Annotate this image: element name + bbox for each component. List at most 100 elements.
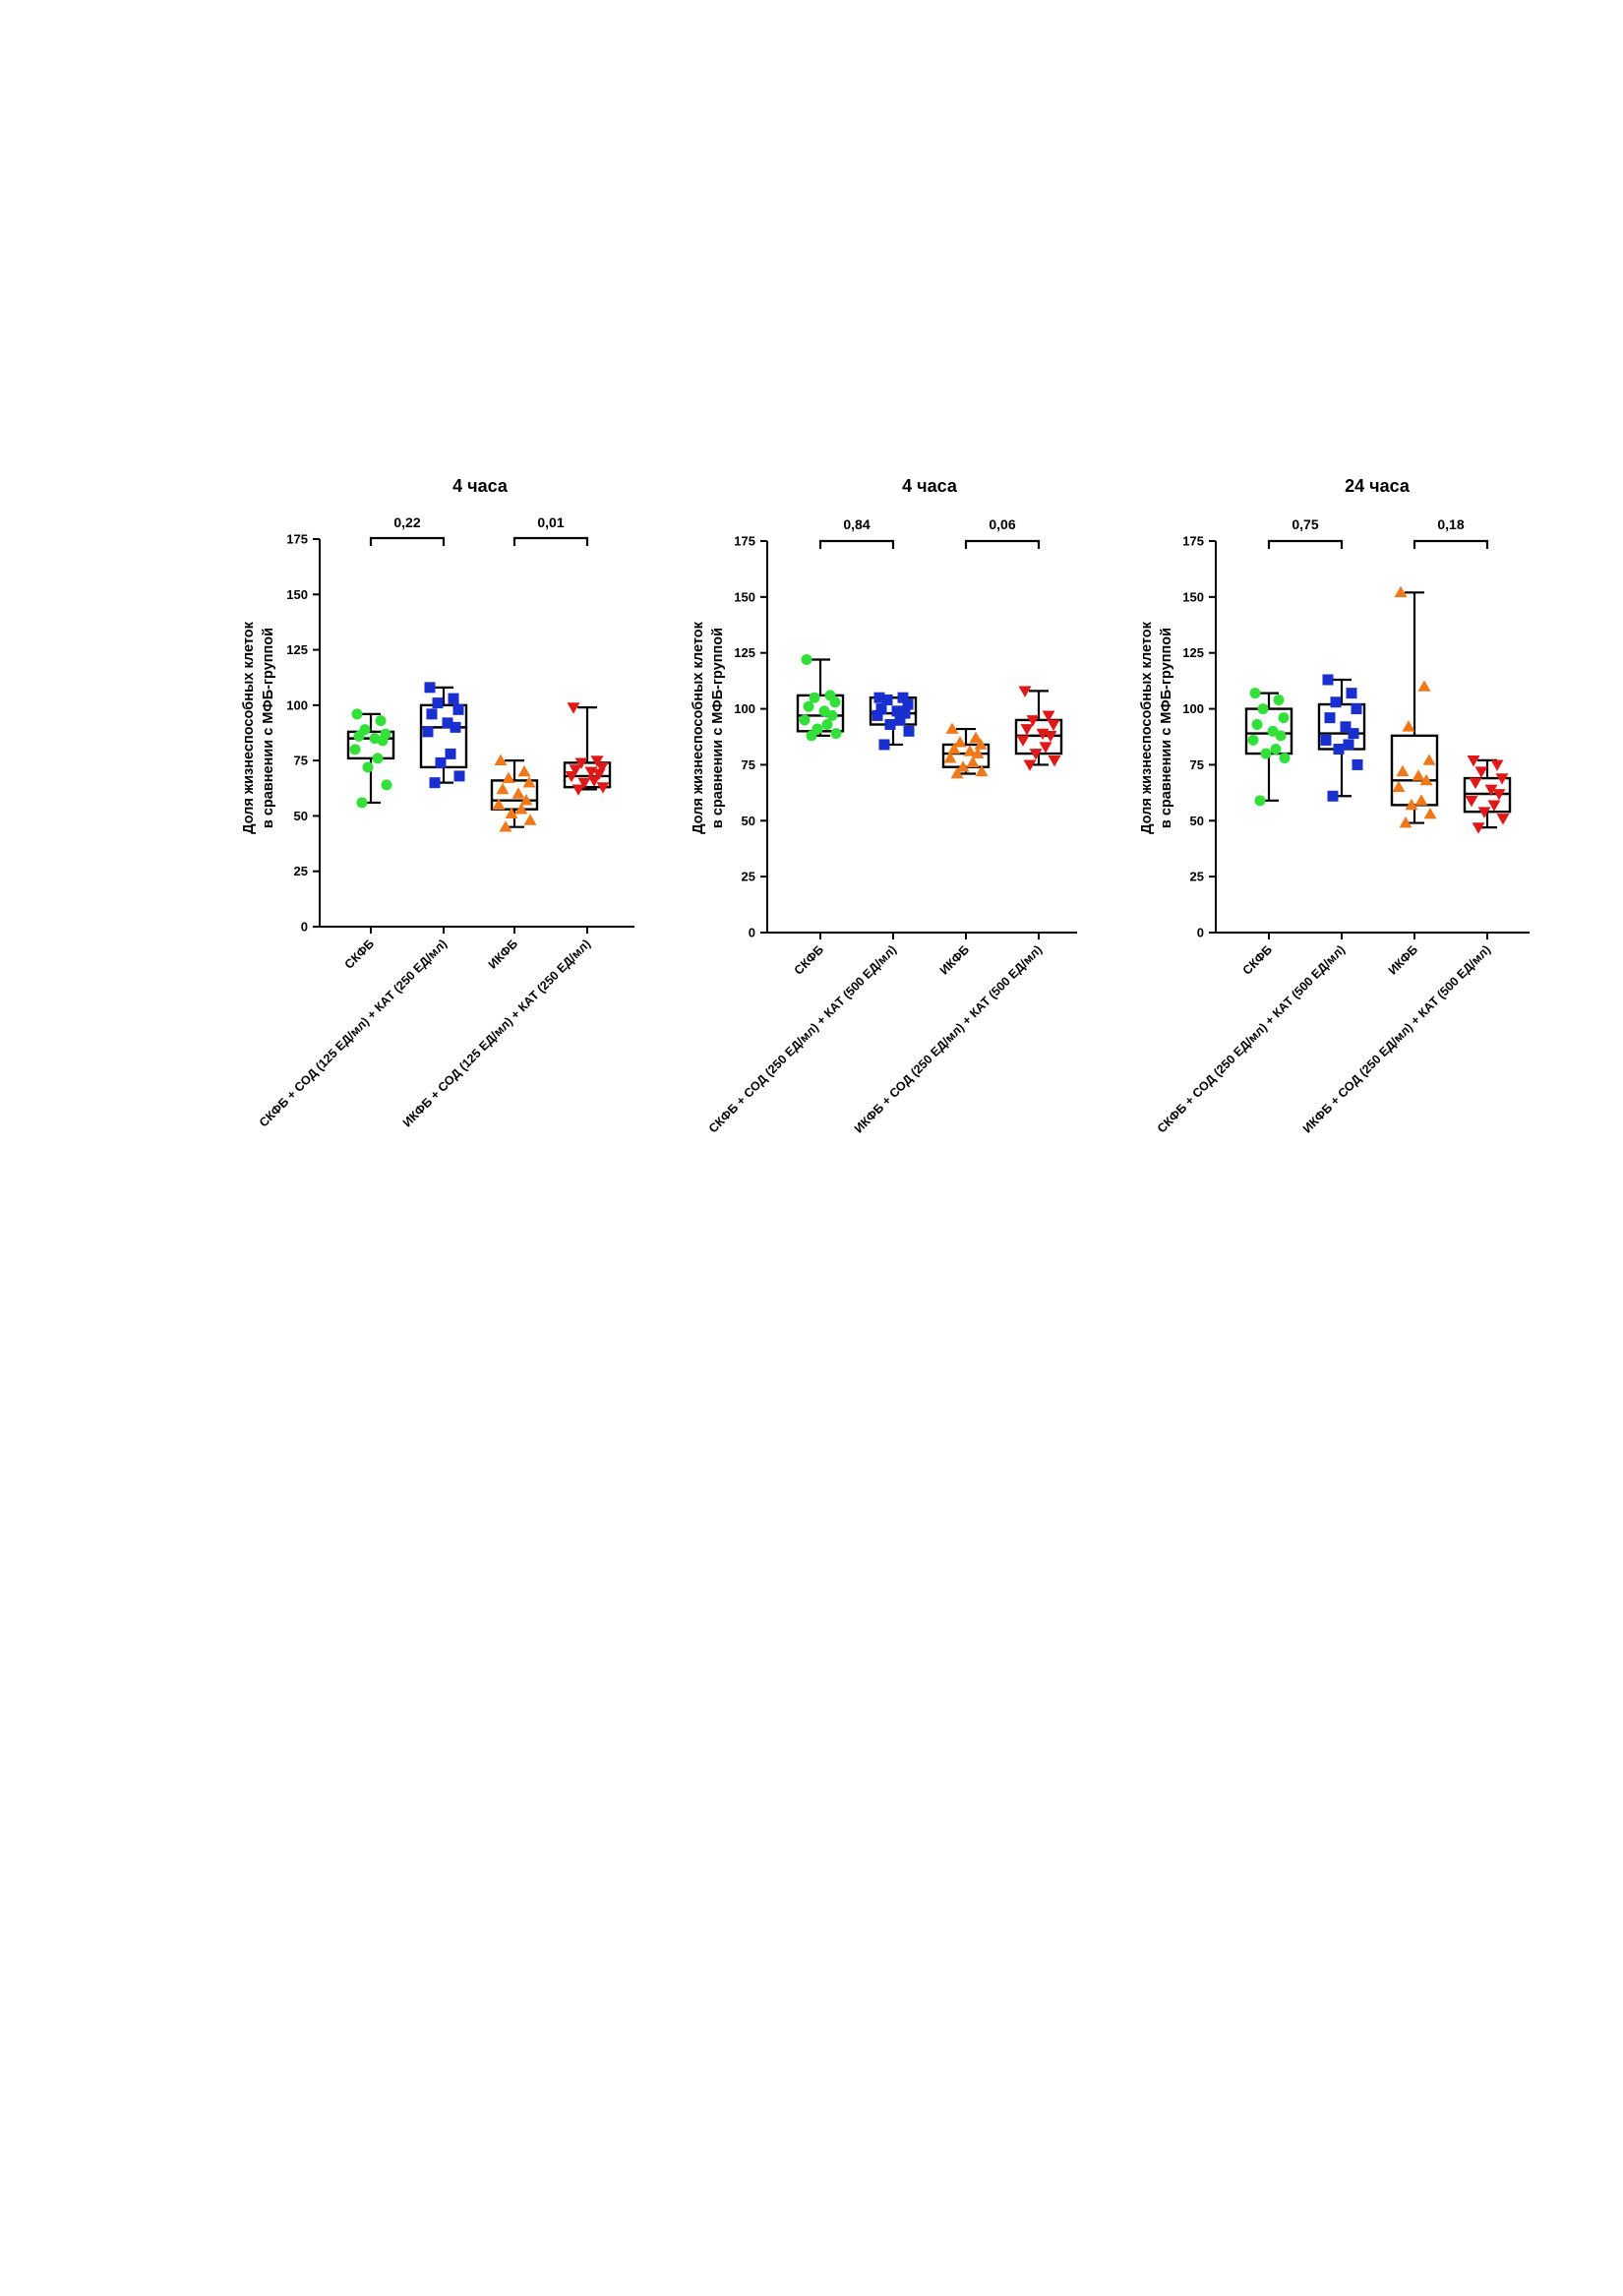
data-point — [881, 694, 893, 705]
data-point — [1044, 730, 1057, 743]
y-tick-label: 0 — [1197, 926, 1204, 940]
data-point — [1048, 755, 1061, 767]
data-point — [971, 747, 985, 758]
data-point — [1020, 724, 1034, 736]
data-point — [1392, 780, 1406, 793]
data-point — [592, 768, 606, 781]
data-point — [950, 767, 964, 779]
x-tick-label: СКФБ — [1240, 942, 1275, 977]
data-point — [375, 715, 387, 727]
data-point — [422, 726, 434, 738]
data-point — [818, 705, 830, 717]
data-point — [1047, 719, 1060, 731]
data-point — [571, 784, 585, 796]
data-point — [1340, 721, 1352, 733]
data-point — [1484, 784, 1498, 796]
data-point — [1417, 680, 1431, 692]
data-point — [496, 782, 510, 795]
data-point — [1270, 744, 1282, 755]
comparison-bracket — [818, 539, 895, 549]
data-point — [499, 820, 512, 832]
data-point — [445, 748, 456, 759]
data-point — [567, 702, 580, 714]
y-tick-label: 125 — [286, 642, 308, 657]
data-point — [442, 717, 453, 729]
data-point — [943, 752, 957, 763]
box — [490, 779, 539, 811]
panel-title: 4 часа — [902, 476, 958, 496]
y-tick-label: 50 — [1190, 814, 1204, 828]
y-tick-label: 0 — [301, 920, 308, 935]
data-point — [799, 714, 811, 726]
data-point — [1348, 728, 1359, 740]
data-point — [947, 743, 961, 755]
x-tick-label: ИКФБ — [1386, 942, 1420, 977]
data-point — [809, 692, 820, 703]
data-point — [1320, 734, 1332, 746]
chart-panel-3: 24 часа Доля жизнеспособных клеток в сра… — [1139, 476, 1530, 1135]
data-point — [975, 764, 989, 777]
data-point — [1042, 710, 1055, 722]
y-tick-label: 175 — [1182, 534, 1204, 549]
y-tick-label: 25 — [1190, 870, 1204, 884]
data-point — [595, 762, 609, 774]
data-point — [505, 807, 518, 819]
y-axis-label-line-1: Доля жизнеспособных клеток — [691, 621, 706, 833]
y-tick-label: 175 — [286, 532, 308, 547]
comparison-bracket — [964, 539, 1041, 549]
data-point — [587, 775, 601, 787]
chart-panel-1: 4 часа Доля жизнеспособных клеток в срав… — [241, 476, 634, 1129]
data-point — [872, 709, 883, 721]
data-point — [362, 761, 374, 773]
data-point — [1467, 755, 1480, 767]
data-point — [511, 787, 525, 799]
data-point — [1414, 794, 1428, 806]
data-point — [349, 744, 361, 755]
x-tick-label: СКФБ — [342, 937, 377, 971]
data-point — [565, 771, 578, 783]
data-point — [1278, 712, 1290, 724]
data-point — [435, 756, 447, 768]
y-tick-label: 150 — [1182, 589, 1204, 604]
data-point — [1029, 749, 1043, 760]
box — [346, 730, 395, 760]
data-point — [1251, 718, 1263, 730]
y-tick-label: 100 — [286, 697, 308, 712]
data-point — [875, 703, 887, 715]
data-point — [1343, 739, 1354, 751]
comparison-bracket — [1267, 539, 1344, 549]
data-point — [1018, 686, 1032, 697]
data-point — [1247, 734, 1259, 746]
box — [1390, 734, 1439, 807]
data-point — [1267, 725, 1279, 737]
data-point — [1254, 795, 1266, 807]
data-point — [429, 777, 441, 789]
data-point — [903, 725, 915, 737]
data-point — [945, 722, 959, 734]
data-point — [353, 730, 365, 742]
y-tick-label: 75 — [1190, 757, 1204, 772]
data-point — [372, 753, 384, 764]
data-point — [590, 755, 604, 767]
data-point — [1279, 753, 1291, 764]
data-point — [1396, 764, 1410, 777]
y-tick-label: 100 — [734, 701, 755, 716]
y-tick-label: 25 — [294, 864, 308, 878]
data-point — [1346, 688, 1357, 699]
data-point — [902, 698, 914, 710]
data-point — [356, 797, 368, 809]
data-point — [1465, 795, 1478, 808]
data-point — [1405, 798, 1418, 811]
data-point — [1419, 773, 1433, 786]
y-tick-label: 125 — [734, 645, 755, 660]
data-point — [1394, 585, 1408, 598]
y-axis-label-line-1: Доля жизнеспособных клеток — [1139, 621, 1155, 833]
data-point — [492, 798, 506, 811]
data-point — [522, 776, 536, 788]
data-point — [894, 714, 906, 726]
data-point — [453, 770, 465, 782]
data-point — [956, 760, 970, 772]
